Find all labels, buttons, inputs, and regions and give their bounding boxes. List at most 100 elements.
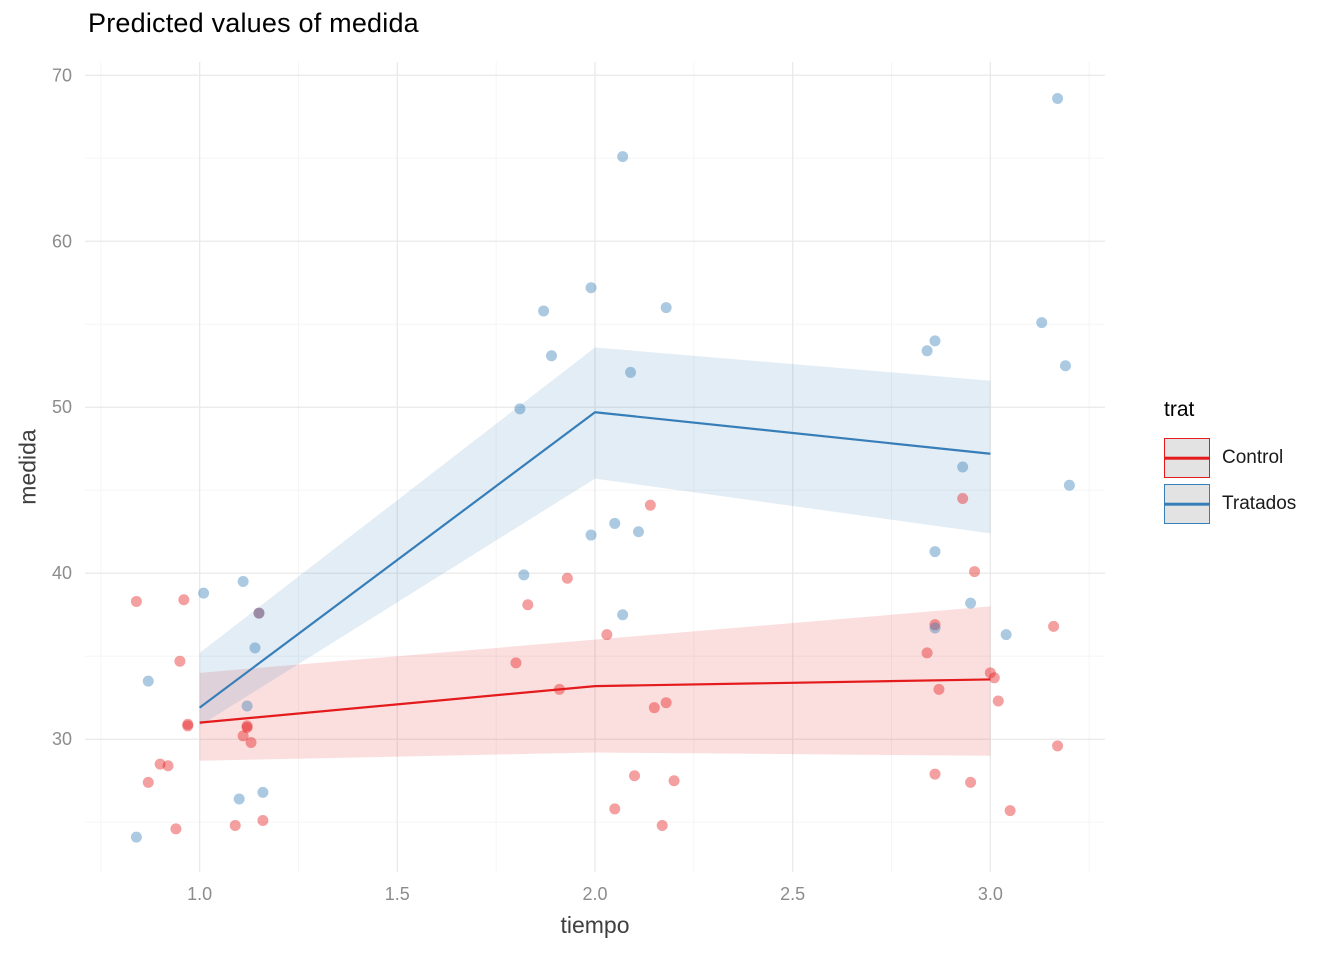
data-point-control (929, 768, 941, 780)
legend-key-control-line-icon (1165, 456, 1209, 460)
data-point-tratados (253, 607, 265, 619)
data-point-control (130, 595, 142, 607)
data-point-control (237, 730, 249, 742)
trend-line-tratados (198, 411, 991, 709)
y-tick-label: 40 (52, 563, 72, 583)
data-point-tratados (249, 642, 261, 654)
data-point-tratados (237, 576, 249, 588)
data-point-control (984, 667, 996, 679)
data-point-control (1004, 805, 1016, 817)
data-point-control (660, 697, 672, 709)
data-point-control (522, 599, 534, 611)
data-point-tratados (965, 597, 977, 609)
data-point-tratados (617, 609, 629, 621)
x-tick-label: 1.0 (187, 884, 212, 904)
data-point-control (229, 820, 241, 832)
trend-line-control (199, 678, 991, 724)
data-point-control (245, 737, 257, 749)
confidence-ribbon-tratados (199, 347, 991, 726)
y-tick-label: 30 (52, 729, 72, 749)
data-point-control (510, 657, 522, 669)
data-point-tratados (585, 282, 597, 294)
data-point-tratados (233, 793, 245, 805)
data-point-control (601, 629, 613, 641)
x-tick-label: 2.5 (780, 884, 805, 904)
data-point-control (170, 823, 182, 835)
legend-label-control: Control (1222, 447, 1284, 468)
data-point-control (174, 655, 186, 667)
data-point-control (253, 607, 265, 619)
legend-item-control: Control (1164, 438, 1296, 478)
data-point-tratados (241, 700, 253, 712)
data-point-tratados (929, 622, 941, 634)
data-point-control (921, 647, 933, 659)
data-point-control (992, 695, 1004, 707)
data-point-control (929, 619, 941, 631)
data-point-tratados (921, 345, 933, 357)
data-point-control (969, 566, 981, 578)
data-point-tratados (1059, 360, 1071, 372)
data-point-tratados (257, 786, 269, 798)
data-point-control (1048, 620, 1060, 632)
x-tick-label: 1.5 (385, 884, 410, 904)
data-point-control (182, 720, 194, 732)
legend-title: trat (1164, 398, 1195, 421)
data-point-tratados (1000, 629, 1012, 641)
data-point-tratados (957, 461, 969, 473)
x-tick-label: 2.0 (582, 884, 607, 904)
data-point-control (656, 820, 668, 832)
data-point-tratados (198, 587, 210, 599)
legend-label-tratados: Tratados (1222, 493, 1297, 514)
data-point-control (957, 493, 969, 505)
data-point-control (629, 770, 641, 782)
points-control (130, 493, 1064, 835)
data-point-tratados (130, 831, 142, 843)
legend: trat Control Tratados (1164, 398, 1296, 530)
legend-key-tratados-swatch (1164, 484, 1210, 524)
data-point-tratados (1036, 317, 1048, 329)
data-point-control (561, 572, 573, 584)
data-point-tratados (546, 350, 558, 362)
y-tick-label: 50 (52, 397, 72, 417)
data-point-control (648, 702, 660, 714)
data-point-tratados (632, 526, 644, 538)
data-point-tratados (514, 403, 526, 415)
y-tick-label: 60 (52, 231, 72, 251)
data-point-control (1052, 740, 1064, 752)
chart-title: Predicted values of medida (88, 8, 419, 38)
data-point-control (241, 720, 253, 732)
data-point-tratados (617, 151, 629, 163)
data-point-control (965, 776, 977, 788)
gridlines-major (85, 62, 1105, 872)
data-point-tratados (1063, 479, 1075, 491)
confidence-ribbon-control (199, 606, 991, 761)
data-point-control (162, 760, 174, 772)
data-point-control (241, 722, 253, 734)
data-point-tratados (625, 366, 637, 378)
x-axis-title: tiempo (560, 912, 630, 938)
data-point-control (644, 499, 656, 511)
legend-key-tratados-line-icon (1165, 502, 1209, 506)
points-tratados (130, 93, 1075, 843)
y-tick-labels: 30 40 50 60 70 (52, 65, 72, 749)
data-point-control (142, 776, 154, 788)
data-point-control (154, 758, 166, 770)
data-point-control (553, 683, 565, 695)
data-point-tratados (585, 529, 597, 541)
data-point-control (933, 683, 945, 695)
data-point-tratados (609, 517, 621, 529)
data-point-tratados (660, 302, 672, 314)
y-axis-title: medida (14, 429, 41, 505)
data-point-tratados (142, 675, 154, 687)
data-point-tratados (518, 569, 530, 581)
data-point-control (257, 815, 269, 827)
y-tick-label: 70 (52, 65, 72, 85)
legend-item-tratados: Tratados (1164, 484, 1296, 524)
data-point-control (988, 672, 1000, 684)
data-point-control (178, 594, 190, 606)
data-point-tratados (929, 546, 941, 558)
data-point-control (182, 718, 194, 730)
legend-key-control-swatch (1164, 438, 1210, 478)
